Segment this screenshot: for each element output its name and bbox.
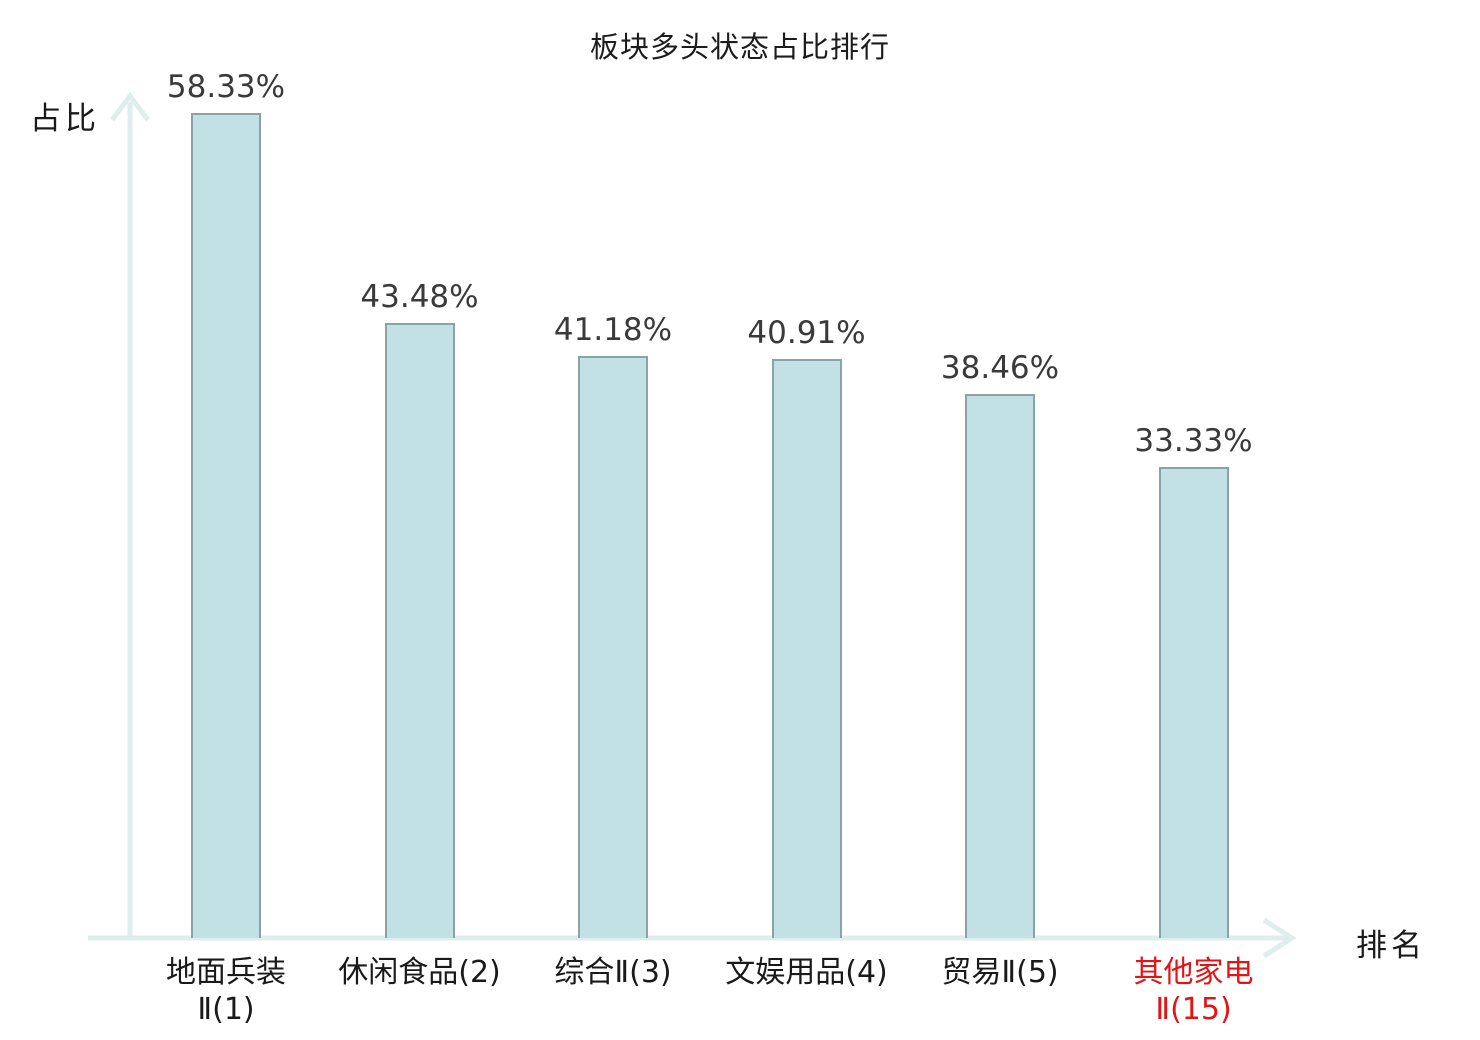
bar-value-label: 40.91%	[747, 315, 866, 352]
category-label-line: 综合Ⅱ(3)	[554, 955, 672, 990]
x-axis-arrow-icon	[1262, 917, 1297, 959]
bar-value-label: 41.18%	[553, 311, 673, 348]
category-label: 文娱用品(4)	[687, 954, 927, 991]
bar	[384, 323, 455, 938]
category-label-line: 地面兵装	[166, 955, 286, 990]
bar-value-label: 38.46%	[940, 350, 1060, 387]
bar	[191, 113, 261, 938]
bar	[965, 394, 1035, 938]
x-axis-title: 排名	[1356, 928, 1426, 964]
bar	[578, 355, 648, 938]
category-label: 地面兵装 Ⅱ(1)	[106, 954, 346, 1028]
category-label-line: 其他家电	[1133, 955, 1254, 990]
category-label-line: 贸易Ⅱ(5)	[941, 955, 1059, 990]
category-label-line: Ⅱ(15)	[1155, 992, 1232, 1027]
chart-title: 板块多头状态占比排行	[589, 30, 890, 64]
category-label: 其他家电 Ⅱ(15)	[1074, 954, 1314, 1028]
category-label-line: 休闲食品(2)	[338, 955, 501, 990]
bar-value-label: 58.33%	[166, 69, 286, 105]
category-label-line: 文娱用品(4)	[725, 955, 888, 990]
category-label: 休闲食品(2)	[300, 954, 540, 991]
bar-value-label: 43.48%	[360, 279, 479, 316]
bar	[1158, 466, 1229, 938]
bar-value-label: 33.33%	[1134, 422, 1253, 459]
y-axis-arrow-icon	[110, 91, 150, 122]
category-label-line: Ⅱ(1)	[197, 992, 255, 1027]
bar	[771, 359, 842, 938]
category-label: 贸易Ⅱ(5)	[880, 954, 1120, 991]
y-axis-title: 占比	[30, 101, 100, 137]
category-label: 综合Ⅱ(3)	[493, 954, 733, 991]
